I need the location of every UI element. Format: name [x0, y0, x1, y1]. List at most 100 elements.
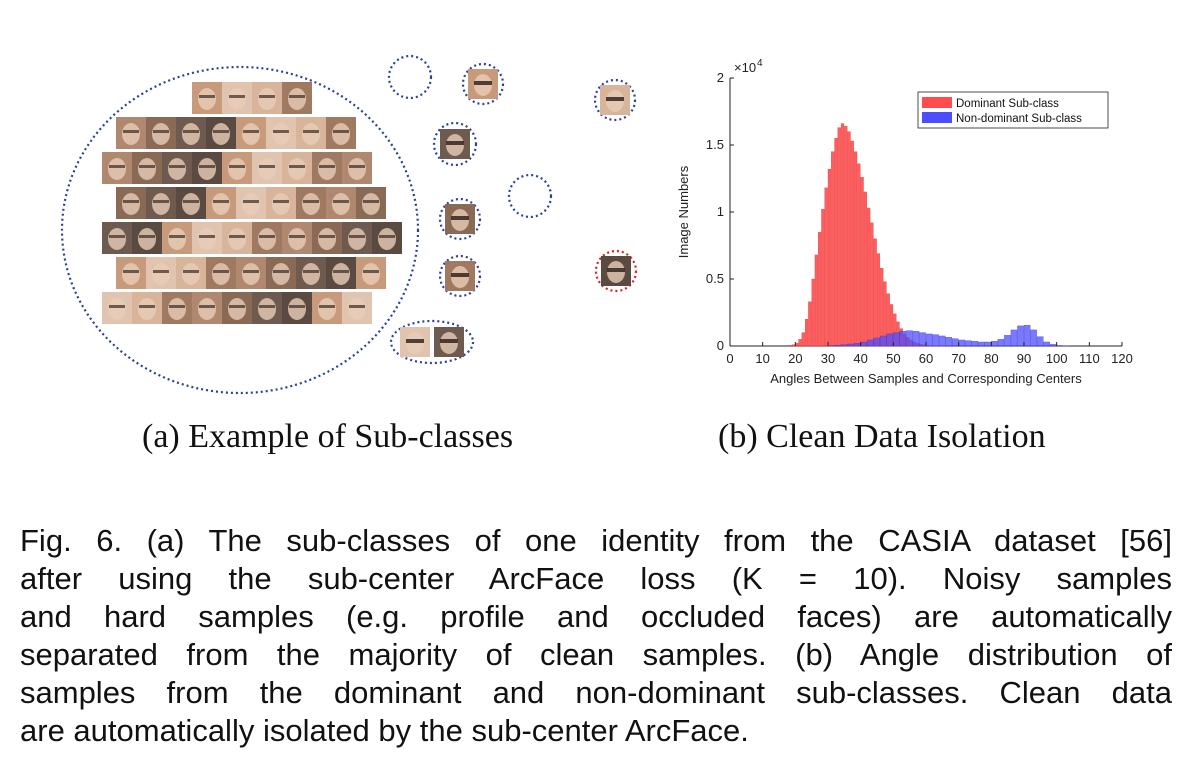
face-thumbnail: [206, 187, 236, 219]
dominant-bar: [844, 126, 848, 347]
face-thumbnail: [342, 292, 372, 324]
non-dominant-bar: [978, 341, 985, 347]
face-thumbnail: [192, 222, 222, 254]
subclass-circle: [387, 54, 433, 100]
face-thumbnail: [445, 204, 475, 234]
face-thumbnail: [282, 82, 312, 114]
non-dominant-bar: [834, 345, 841, 347]
x-tick-label: 60: [919, 351, 933, 366]
non-dominant-bar: [1004, 335, 1011, 347]
dominant-subclass-circle: [60, 65, 420, 395]
face-thumbnail: [192, 152, 222, 184]
dominant-bar: [870, 222, 874, 347]
face-thumbnail: [400, 327, 430, 357]
non-dominant-bar: [853, 343, 861, 347]
non-dominant-bar: [906, 330, 913, 347]
face-thumbnail: [146, 117, 176, 149]
face-thumbnail: [102, 292, 132, 324]
face-thumbnail: [468, 69, 498, 99]
face-thumbnail: [236, 187, 266, 219]
dominant-bar: [853, 151, 858, 347]
y-axis-label: Image Numbers: [676, 165, 691, 258]
dominant-bar: [834, 138, 838, 347]
subclass-circle: [461, 62, 505, 106]
face-thumbnail: [252, 292, 282, 324]
angle-histogram: 0 10 20 30 40 50 60 70 80 90 100 110 120 0 0.5 1 1.5 2 ×10…: [676, 58, 1133, 386]
face-thumbnail: [282, 292, 312, 324]
dominant-bar: [840, 123, 845, 347]
x-tick-label: 70: [951, 351, 965, 366]
y-tick-label: 0.5: [706, 271, 724, 286]
face-thumbnail: [116, 117, 146, 149]
non-dominant-bar: [965, 340, 972, 347]
subclass-circle: [438, 197, 482, 241]
x-tick-label: 80: [984, 351, 998, 366]
y-tick-label: 2: [717, 70, 724, 85]
non-dominant-bar: [997, 339, 1005, 347]
face-thumbnail: [102, 222, 132, 254]
dominant-bar: [827, 168, 832, 347]
non-dominant-bar: [1036, 336, 1044, 347]
face-thumbnail: [206, 257, 236, 289]
face-thumbnail: [252, 222, 282, 254]
dominant-bar: [876, 253, 881, 347]
non-dominant-bar: [1017, 325, 1024, 347]
non-dominant-bar: [886, 333, 894, 347]
x-axis-label: Angles Between Samples and Corresponding…: [770, 371, 1082, 386]
subfigure-b-caption: (b) Clean Data Isolation: [718, 418, 1046, 455]
face-thumbnail: [132, 222, 162, 254]
face-thumbnail: [434, 327, 464, 357]
non-dominant-bar: [919, 332, 926, 347]
x-tick-label: 90: [1017, 351, 1031, 366]
noisy-subclass-circle: [594, 249, 638, 293]
x-tick-label: 40: [853, 351, 867, 366]
face-thumbnail: [206, 117, 236, 149]
y-tick-label: 1.5: [706, 137, 724, 152]
dominant-bar: [880, 268, 884, 347]
y-exponent-power: 4: [757, 58, 763, 69]
face-thumbnail: [192, 292, 222, 324]
face-thumbnail: [296, 187, 326, 219]
face-thumbnail: [176, 257, 206, 289]
non-dominant-bar: [958, 339, 965, 347]
dominant-bar: [818, 231, 822, 347]
non-dominant-bar: [1010, 329, 1018, 347]
face-thumbnail: [222, 222, 252, 254]
non-dominant-bar: [1043, 341, 1050, 347]
face-thumbnail: [116, 187, 146, 219]
legend: Dominant Sub-class Non-dominant Sub-class: [917, 91, 1109, 129]
non-dominant-bar: [971, 341, 979, 347]
x-tick-label: 110: [1079, 351, 1100, 366]
dominant-bar: [801, 332, 805, 347]
non-dominant-bar: [893, 332, 900, 347]
face-thumbnail: [192, 82, 222, 114]
face-thumbnail: [326, 117, 356, 149]
dominant-bar: [791, 344, 796, 347]
non-dominant-bar: [873, 337, 881, 347]
face-thumbnail: [236, 117, 266, 149]
face-thumbnail: [342, 152, 372, 184]
face-thumbnail: [252, 152, 282, 184]
face-thumbnail: [266, 117, 296, 149]
legend-label: Dominant Sub-class: [956, 98, 1059, 110]
face-thumbnail: [326, 257, 356, 289]
non-dominant-bar: [945, 337, 952, 347]
face-thumbnail: [440, 129, 470, 159]
caption-line: are automatically isolated by the sub-ce…: [20, 713, 749, 748]
face-thumbnail: [282, 152, 312, 184]
diagram-layer: [60, 54, 638, 395]
face-thumbnail: [296, 117, 326, 149]
non-dominant-bar: [984, 341, 992, 347]
chart-layer: 0 10 20 30 40 50 60 70 80 90 100 110 120 0 0.5 1 1.5 2 ×10…: [676, 58, 1133, 386]
y-tick-label: 0: [717, 338, 724, 353]
caption-line: separated from the majority of clean sam…: [20, 637, 1172, 672]
non-dominant-bar: [1023, 325, 1031, 347]
face-thumbnail: [116, 257, 146, 289]
face-thumbnail: [146, 187, 176, 219]
dominant-bar: [788, 345, 792, 347]
x-tick-label: 20: [788, 351, 802, 366]
face-thumbnail: [312, 152, 342, 184]
x-tick-label: 30: [821, 351, 835, 366]
dominant-bar: [804, 319, 809, 347]
x-tick-label: 120: [1111, 351, 1133, 366]
